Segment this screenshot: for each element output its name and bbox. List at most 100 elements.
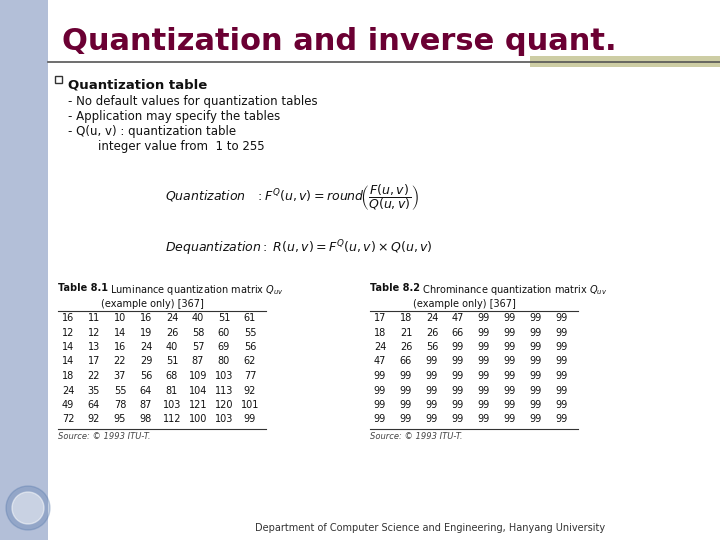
Text: Chrominance quantization matrix $Q_{uv}$
(example only) [367]: Chrominance quantization matrix $Q_{uv}$… bbox=[413, 283, 607, 308]
Text: 99: 99 bbox=[556, 342, 568, 352]
Text: 64: 64 bbox=[140, 386, 152, 395]
Text: 17: 17 bbox=[374, 313, 386, 323]
Text: 121: 121 bbox=[189, 400, 207, 410]
Text: 99: 99 bbox=[530, 386, 542, 395]
Text: 29: 29 bbox=[140, 356, 152, 367]
Text: 95: 95 bbox=[114, 415, 126, 424]
Text: 99: 99 bbox=[504, 400, 516, 410]
Text: 99: 99 bbox=[530, 400, 542, 410]
Text: 104: 104 bbox=[189, 386, 207, 395]
Text: 99: 99 bbox=[478, 356, 490, 367]
Text: 99: 99 bbox=[504, 327, 516, 338]
Text: 99: 99 bbox=[452, 371, 464, 381]
Text: 10: 10 bbox=[114, 313, 126, 323]
Text: 99: 99 bbox=[530, 356, 542, 367]
Text: 99: 99 bbox=[530, 327, 542, 338]
Text: Quantization and inverse quant.: Quantization and inverse quant. bbox=[62, 28, 616, 57]
Text: Source: © 1993 ITU-T.: Source: © 1993 ITU-T. bbox=[58, 432, 150, 441]
Text: 103: 103 bbox=[215, 371, 233, 381]
Text: 61: 61 bbox=[244, 313, 256, 323]
Text: 13: 13 bbox=[88, 342, 100, 352]
Text: 99: 99 bbox=[452, 386, 464, 395]
Text: 56: 56 bbox=[426, 342, 438, 352]
Text: 18: 18 bbox=[62, 371, 74, 381]
Text: 92: 92 bbox=[88, 415, 100, 424]
Text: 64: 64 bbox=[88, 400, 100, 410]
Text: 112: 112 bbox=[163, 415, 181, 424]
Text: 47: 47 bbox=[452, 313, 464, 323]
Text: 78: 78 bbox=[114, 400, 126, 410]
Text: 24: 24 bbox=[374, 342, 386, 352]
Text: 99: 99 bbox=[530, 415, 542, 424]
Text: 19: 19 bbox=[140, 327, 152, 338]
Text: 99: 99 bbox=[556, 327, 568, 338]
Text: Department of Computer Science and Engineering, Hanyang University: Department of Computer Science and Engin… bbox=[255, 523, 605, 533]
Text: 72: 72 bbox=[62, 415, 74, 424]
Text: 24: 24 bbox=[426, 313, 438, 323]
Text: 99: 99 bbox=[400, 371, 412, 381]
Text: 99: 99 bbox=[504, 386, 516, 395]
Text: 99: 99 bbox=[530, 371, 542, 381]
Text: 99: 99 bbox=[426, 415, 438, 424]
Text: 99: 99 bbox=[478, 313, 490, 323]
Text: 14: 14 bbox=[62, 342, 74, 352]
Text: 103: 103 bbox=[163, 400, 181, 410]
Text: 14: 14 bbox=[62, 356, 74, 367]
Text: 99: 99 bbox=[452, 400, 464, 410]
Text: 60: 60 bbox=[218, 327, 230, 338]
Text: 21: 21 bbox=[400, 327, 412, 338]
Text: 99: 99 bbox=[556, 415, 568, 424]
Text: 51: 51 bbox=[218, 313, 230, 323]
Text: 113: 113 bbox=[215, 386, 233, 395]
Text: 99: 99 bbox=[478, 327, 490, 338]
Text: 11: 11 bbox=[88, 313, 100, 323]
Bar bbox=[530, 56, 720, 67]
Text: 99: 99 bbox=[452, 415, 464, 424]
Text: 99: 99 bbox=[478, 415, 490, 424]
Text: 99: 99 bbox=[556, 386, 568, 395]
Text: 99: 99 bbox=[504, 415, 516, 424]
Text: 99: 99 bbox=[504, 342, 516, 352]
Text: 55: 55 bbox=[244, 327, 256, 338]
Text: 98: 98 bbox=[140, 415, 152, 424]
Text: 99: 99 bbox=[452, 356, 464, 367]
Text: 109: 109 bbox=[189, 371, 207, 381]
Text: 99: 99 bbox=[504, 371, 516, 381]
Text: 77: 77 bbox=[244, 371, 256, 381]
Text: 66: 66 bbox=[452, 327, 464, 338]
Text: - Application may specify the tables: - Application may specify the tables bbox=[68, 110, 280, 123]
Text: 99: 99 bbox=[556, 356, 568, 367]
Text: 99: 99 bbox=[426, 400, 438, 410]
Text: 99: 99 bbox=[556, 400, 568, 410]
Text: 99: 99 bbox=[374, 415, 386, 424]
Text: Table 8.1: Table 8.1 bbox=[58, 283, 108, 293]
Text: 99: 99 bbox=[478, 342, 490, 352]
Text: 47: 47 bbox=[374, 356, 386, 367]
Text: 100: 100 bbox=[189, 415, 207, 424]
Text: 92: 92 bbox=[244, 386, 256, 395]
Text: Source: © 1993 ITU-T.: Source: © 1993 ITU-T. bbox=[370, 432, 462, 441]
Text: 56: 56 bbox=[244, 342, 256, 352]
Text: 14: 14 bbox=[114, 327, 126, 338]
Text: 99: 99 bbox=[478, 400, 490, 410]
Text: 99: 99 bbox=[374, 386, 386, 395]
Text: 40: 40 bbox=[166, 342, 178, 352]
Text: 49: 49 bbox=[62, 400, 74, 410]
Text: 99: 99 bbox=[556, 371, 568, 381]
Text: 99: 99 bbox=[426, 356, 438, 367]
Text: 57: 57 bbox=[192, 342, 204, 352]
Text: integer value from  1 to 255: integer value from 1 to 255 bbox=[68, 140, 265, 153]
Text: 16: 16 bbox=[62, 313, 74, 323]
Text: 26: 26 bbox=[400, 342, 412, 352]
Text: 24: 24 bbox=[140, 342, 152, 352]
Text: Quantization table: Quantization table bbox=[68, 79, 207, 92]
Text: 69: 69 bbox=[218, 342, 230, 352]
Text: 24: 24 bbox=[166, 313, 178, 323]
Text: 99: 99 bbox=[426, 386, 438, 395]
Text: 22: 22 bbox=[114, 356, 126, 367]
Text: 99: 99 bbox=[400, 400, 412, 410]
Text: 40: 40 bbox=[192, 313, 204, 323]
Text: 18: 18 bbox=[374, 327, 386, 338]
Text: 99: 99 bbox=[426, 371, 438, 381]
Text: 62: 62 bbox=[244, 356, 256, 367]
